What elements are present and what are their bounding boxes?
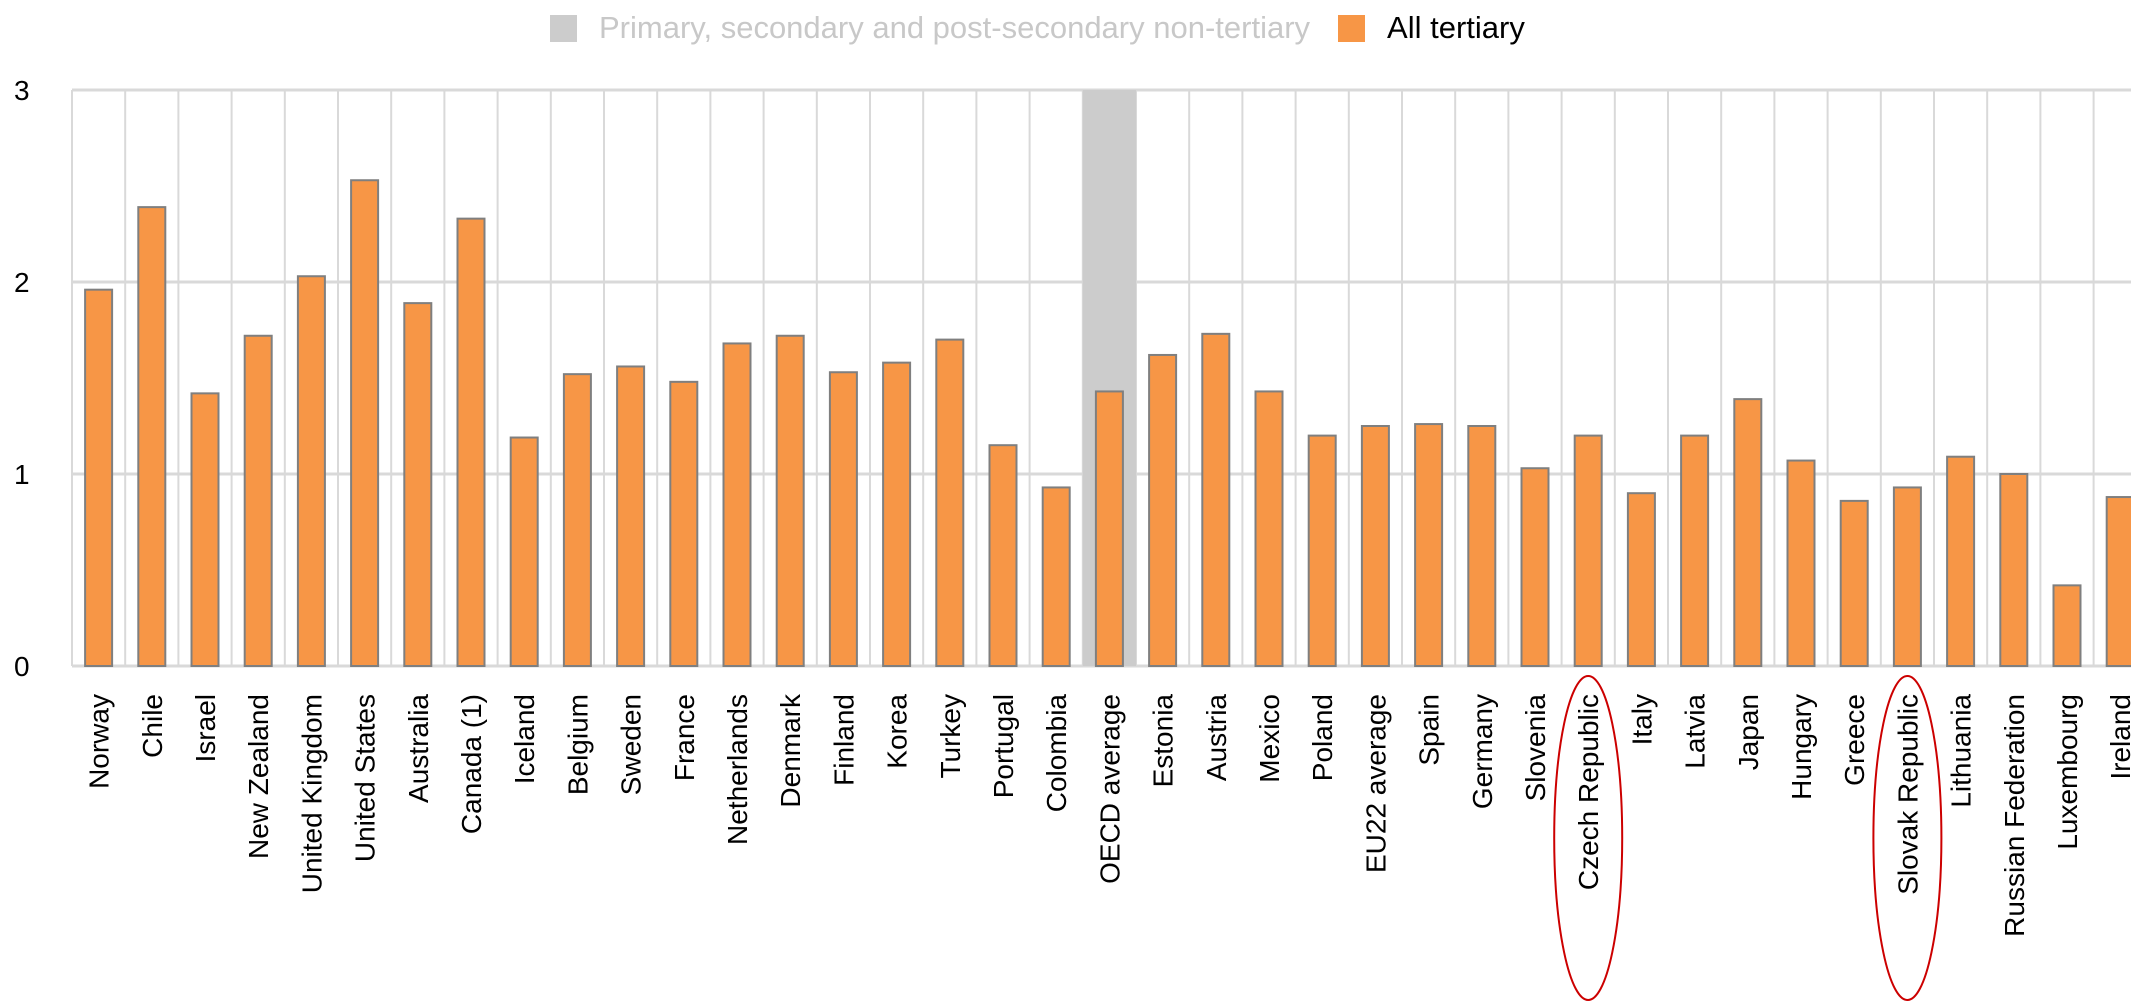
bar[interactable] (137, 206, 167, 667)
y-tick-label: 1 (14, 459, 30, 490)
bar[interactable] (1573, 434, 1603, 667)
x-tick-label: Denmark (775, 693, 806, 808)
bar[interactable] (1414, 423, 1444, 667)
bars (84, 179, 2131, 668)
x-tick-label: Slovenia (1520, 694, 1551, 802)
x-tick-label: Latvia (1680, 694, 1711, 769)
bar[interactable] (509, 436, 539, 667)
x-tick-label: Japan (1733, 694, 1764, 770)
x-tick-label: Poland (1307, 694, 1338, 781)
x-tick-label: Greece (1839, 694, 1870, 786)
legend-label-all-tertiary: All tertiary (1387, 10, 1525, 45)
x-tick-label: Germany (1467, 694, 1498, 809)
x-tick-label: Austria (1201, 694, 1232, 782)
x-tick-label: United States (350, 694, 381, 862)
bar[interactable] (350, 179, 380, 668)
x-tick-label: Ireland (2105, 694, 2131, 780)
x-tick-label: Finland (828, 694, 859, 786)
bar[interactable] (1946, 455, 1976, 667)
legend-swatch-primary-secondary (550, 14, 577, 42)
x-tick-label: France (669, 694, 700, 781)
x-tick-label: Luxembourg (2052, 694, 2083, 850)
bar[interactable] (243, 334, 273, 667)
x-tick-label: Korea (882, 694, 913, 769)
bar[interactable] (722, 342, 752, 667)
x-tick-label: Czech Republic (1573, 694, 1604, 890)
bar[interactable] (935, 338, 965, 667)
bar[interactable] (1839, 499, 1869, 667)
x-tick-label: Portugal (988, 694, 1019, 798)
bar[interactable] (1148, 353, 1178, 667)
x-tick-label: Russian Federation (1999, 694, 2030, 937)
bar[interactable] (988, 444, 1018, 668)
bar[interactable] (1467, 425, 1497, 667)
x-tick-label: Belgium (562, 694, 593, 795)
bar[interactable] (1360, 425, 1390, 667)
y-axis-ticks: 0 1 2 3 (14, 75, 30, 682)
x-tick-label: Canada (1) (456, 694, 487, 834)
bar[interactable] (669, 380, 699, 667)
y-tick-label: 0 (14, 651, 30, 682)
x-tick-label: OECD average (1094, 694, 1125, 884)
y-tick-label: 3 (14, 75, 30, 106)
bar[interactable] (1520, 467, 1550, 667)
x-tick-label: Lithuania (1946, 694, 1977, 808)
legend-swatch-all-tertiary (1338, 14, 1366, 42)
y-tick-label: 2 (14, 267, 30, 298)
x-tick-label: Mexico (1254, 694, 1285, 783)
annotation-circles (1553, 675, 1943, 1001)
legend-label-primary-secondary: Primary, secondary and post-secondary no… (599, 10, 1311, 45)
legend: Primary, secondary and post-secondary no… (550, 8, 1553, 48)
x-tick-label: Turkey (935, 694, 966, 779)
legend-item-all-tertiary[interactable]: All tertiary (1338, 10, 1525, 46)
bar[interactable] (296, 275, 326, 667)
bar[interactable] (1041, 486, 1071, 667)
x-tick-label: Sweden (616, 694, 647, 795)
x-tick-label: Chile (137, 694, 168, 758)
bar[interactable] (403, 302, 433, 667)
x-tick-label: Iceland (509, 694, 540, 784)
bar[interactable] (1892, 486, 1922, 667)
bar[interactable] (562, 373, 592, 667)
bar[interactable] (190, 392, 220, 667)
x-tick-label: Italy (1626, 694, 1657, 745)
annotation-circle (1553, 675, 1624, 1001)
x-tick-label: Hungary (1786, 694, 1817, 800)
legend-item-primary-secondary[interactable]: Primary, secondary and post-secondary no… (550, 10, 1310, 46)
bar[interactable] (1094, 390, 1124, 667)
x-axis-ticks: Norway Chile Israel New Zealand United Kingd… (84, 693, 2131, 937)
x-tick-label: Spain (1414, 694, 1445, 766)
x-tick-label: Colombia (1041, 694, 1072, 813)
bar[interactable] (2052, 584, 2082, 667)
bar[interactable] (1254, 390, 1284, 667)
bar[interactable] (1999, 473, 2029, 667)
annotation-circle (1872, 675, 1943, 1001)
bar[interactable] (1201, 332, 1231, 667)
bar[interactable] (775, 334, 805, 667)
bar[interactable] (84, 288, 114, 667)
x-tick-label: United Kingdom (296, 694, 327, 893)
bar[interactable] (1307, 434, 1337, 667)
x-tick-label: Slovak Republic (1892, 694, 1923, 895)
x-tick-label: New Zealand (243, 694, 274, 859)
x-tick-label: Australia (403, 694, 434, 803)
x-tick-label: Netherlands (722, 694, 753, 845)
bar[interactable] (616, 365, 646, 667)
bar[interactable] (1733, 398, 1763, 667)
bar[interactable] (1626, 492, 1656, 668)
x-tick-label: Israel (190, 694, 221, 762)
bar[interactable] (828, 371, 858, 667)
x-tick-label: Estonia (1148, 694, 1179, 788)
bar[interactable] (2105, 496, 2131, 668)
x-tick-label: Norway (84, 694, 115, 789)
x-tick-label: EU22 average (1360, 694, 1391, 873)
bar[interactable] (1786, 459, 1816, 667)
bar[interactable] (456, 217, 486, 667)
bar[interactable] (1680, 434, 1710, 667)
bar[interactable] (882, 361, 912, 667)
